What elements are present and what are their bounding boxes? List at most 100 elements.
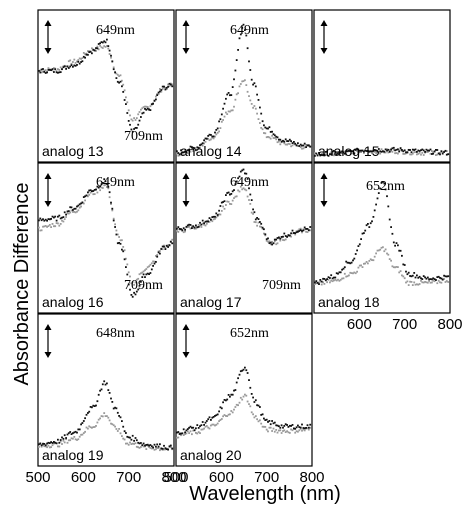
dark-series-point	[272, 133, 275, 136]
light-series-point	[273, 430, 276, 433]
dark-series-point	[201, 142, 204, 145]
light-series-point	[78, 206, 81, 209]
light-series-point	[416, 283, 418, 286]
dark-series-point	[121, 420, 123, 422]
light-series-point	[82, 432, 85, 434]
dark-series-point	[72, 432, 74, 435]
light-series-point	[264, 234, 267, 237]
dark-series-point	[167, 246, 169, 248]
light-series-point	[417, 283, 420, 286]
dark-series-point	[192, 426, 195, 429]
dark-series-point	[149, 444, 152, 446]
dark-series-point	[305, 427, 307, 429]
dark-series-point	[146, 443, 149, 446]
dark-series-point	[301, 230, 303, 232]
light-series-point	[149, 263, 152, 266]
dark-series-point	[286, 424, 288, 426]
light-series-point	[260, 127, 263, 129]
dark-series-point	[189, 425, 192, 428]
light-series-point	[161, 88, 164, 90]
dark-series-point	[44, 444, 47, 447]
dark-series-point	[307, 426, 310, 429]
light-series-point	[103, 184, 106, 187]
light-series-point	[125, 96, 127, 99]
dark-series-point	[416, 151, 418, 153]
light-series-point	[81, 57, 84, 59]
light-series-point	[207, 219, 210, 222]
light-series-point	[133, 283, 135, 286]
light-series-point	[384, 248, 387, 251]
light-series-point	[369, 258, 372, 261]
light-series-point	[216, 131, 219, 134]
light-series-point	[284, 431, 287, 433]
light-series-point	[199, 432, 201, 434]
dark-series-point	[141, 444, 144, 447]
dark-series-point	[421, 278, 424, 280]
dark-series-point	[140, 280, 142, 283]
dark-series-point	[318, 152, 320, 154]
light-series-point	[80, 433, 82, 436]
light-series-point	[134, 281, 137, 284]
dark-series-point	[222, 401, 224, 404]
dark-series-point	[278, 425, 280, 428]
dark-series-point	[428, 149, 430, 152]
dark-series-point	[116, 411, 119, 414]
dark-series-point	[392, 146, 395, 149]
dark-series-point	[238, 373, 241, 376]
light-series-point	[129, 114, 131, 117]
dark-series-point	[301, 144, 303, 147]
light-series-point	[74, 62, 77, 64]
light-series-point	[276, 431, 279, 434]
dark-series-point	[159, 90, 161, 93]
light-series-point	[215, 133, 218, 136]
dark-series-point	[445, 153, 448, 156]
dark-series-point	[367, 150, 369, 152]
dark-series-point	[106, 382, 108, 385]
dark-series-point	[48, 69, 51, 71]
light-series-point	[82, 52, 85, 54]
dark-series-point	[394, 149, 396, 152]
dark-series-point	[411, 148, 414, 151]
x-tick-label: 600	[71, 469, 96, 486]
light-series-point	[429, 281, 432, 284]
dark-series-point	[373, 149, 376, 151]
dark-series-point	[211, 135, 214, 138]
light-series-point	[85, 52, 88, 55]
light-series-point	[323, 283, 326, 285]
dark-series-point	[40, 68, 43, 71]
dark-series-point	[337, 152, 339, 155]
dark-series-point	[53, 216, 55, 219]
dark-series-point	[375, 149, 377, 152]
light-series-point	[229, 203, 231, 205]
dark-series-point	[112, 219, 115, 222]
light-series-point	[339, 150, 342, 153]
dark-series-point	[268, 126, 271, 129]
light-series-point	[275, 243, 278, 246]
light-series-point	[382, 246, 384, 249]
light-series-point	[141, 107, 144, 110]
light-series-point	[367, 262, 369, 265]
dark-series-point	[63, 65, 66, 68]
dark-series-point	[189, 224, 192, 226]
light-series-point	[309, 229, 312, 232]
dark-series-point	[43, 443, 46, 445]
light-series-point	[264, 132, 267, 135]
dark-series-point	[333, 276, 335, 279]
dark-series-point	[47, 441, 50, 444]
light-series-point	[222, 205, 224, 208]
dark-series-point	[119, 80, 122, 83]
dark-series-point	[205, 137, 208, 140]
dark-series-point	[122, 425, 125, 428]
dark-series-point	[261, 120, 264, 123]
dark-series-point	[65, 68, 67, 70]
light-series-point	[195, 227, 197, 230]
dark-series-point	[177, 152, 180, 154]
light-series-point	[152, 260, 154, 263]
dark-series-point	[138, 284, 141, 287]
light-series-point	[403, 153, 406, 155]
dark-series-point	[417, 276, 420, 279]
light-series-point	[432, 151, 435, 153]
dark-series-point	[363, 232, 365, 234]
light-series-point	[50, 226, 52, 228]
light-series-point	[439, 281, 441, 284]
